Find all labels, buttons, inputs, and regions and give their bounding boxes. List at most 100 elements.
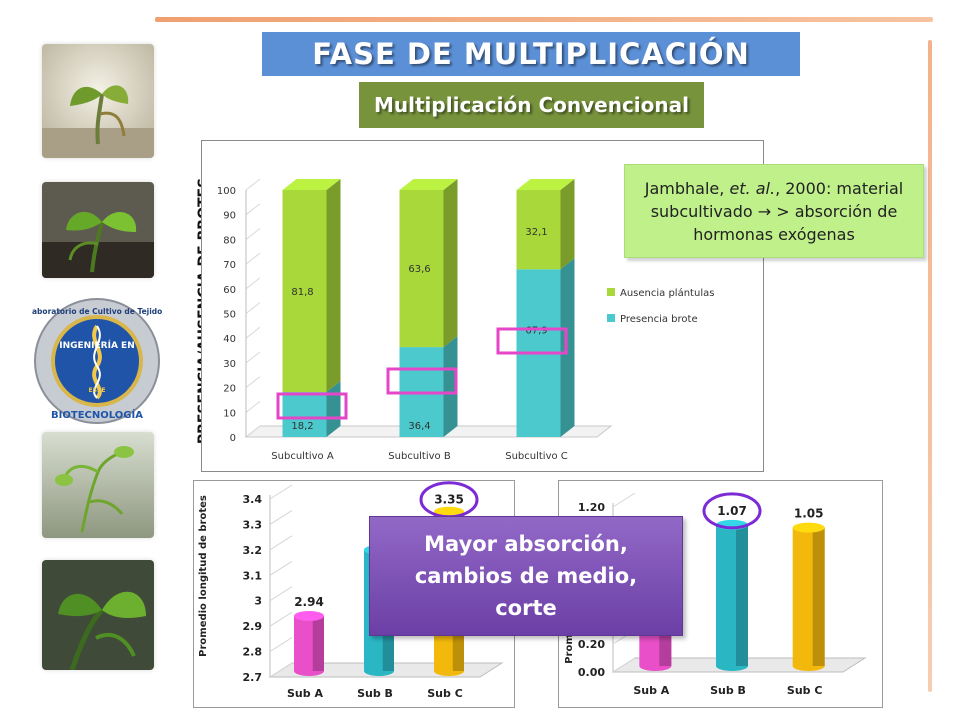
overlay-line-2: cambios de medio, [414,564,638,588]
logo-badge-text: ESPE [89,387,106,394]
y-axis-label: Prom [564,634,575,664]
main-stacked-bar-chart: 0 10 20 30 40 50 60 70 80 90 100 18,2 81,8 Subcultivo… [217,178,714,462]
highlight-box [496,327,568,355]
bar-ausencia [399,190,444,348]
bar-top [399,179,458,190]
plant-photo-1 [42,44,154,158]
gridline-side [245,252,261,265]
y-tick-label: 90 [223,211,236,222]
gridline-side [269,611,293,627]
gridline-side [245,400,261,413]
callout-line3: hormonas exógenas [693,224,855,244]
gridline-side [269,637,293,652]
laboratory-logo: Laboratorio de Cultivo de Tejidos INGENI… [27,296,167,426]
gridline-side [269,484,293,500]
y-tick-label: 2.9 [243,620,263,633]
bar-presencia [282,392,327,437]
legend-label: Ausencia plántulas [620,287,714,299]
bar-side [560,179,575,270]
y-tick-label: 3.1 [243,569,263,582]
gridline-side [245,228,261,240]
bar-side [443,336,458,437]
gridline-side [245,302,261,314]
gridline-side [245,351,261,364]
gridline-side [245,425,261,438]
y-tick-label: 1.20 [578,501,605,514]
gridline-side [269,510,293,525]
page-title: FASE DE MULTIPLICACIÓN [262,32,800,76]
x-tick-label: Sub B [710,684,746,697]
x-tick-label: Sub B [357,687,393,700]
x-tick-label: Sub C [787,684,823,697]
x-tick-label: Subcultivo B [388,451,451,462]
y-axis-label: Promedio longitud de brotes [198,495,209,657]
y-tick-label: 3.2 [243,544,263,557]
data-label: 63,6 [408,264,430,275]
cylinder-shade [736,524,748,666]
logo-center-text: INGENIERÍA EN [59,339,135,351]
logo-bottom-text: BIOTECNOLOGÍA [51,408,143,421]
highlight-box [386,367,458,395]
conclusion-overlay: Mayor absorción, cambios de medio, corte [369,516,683,636]
gridline-side [269,662,293,678]
data-label: 1.07 [717,504,747,518]
top-divider-line [155,17,933,22]
x-tick-label: Sub C [427,687,463,700]
legend-label: Presencia brote [620,314,698,325]
data-label: 1.05 [794,507,824,521]
callout-line1-rest: , 2000: material [775,178,904,198]
y-tick-label: 40 [223,334,236,345]
highlight-circle [702,492,762,530]
y-tick-label: 0 [230,433,236,444]
y-tick-label: 0.20 [578,638,605,651]
callout-author: Jambhale, [644,178,730,198]
right-divider-line [928,40,932,692]
logo-top-text: Laboratorio de Cultivo de Tejidos [32,307,162,316]
plant-photo-3 [42,432,154,538]
data-label: 81,8 [291,287,313,298]
data-label: 36,4 [408,421,430,432]
y-tick-label: 2.8 [243,646,263,659]
overlay-line-1: Mayor absorción, [424,532,628,556]
page-subtitle: Multiplicación Convencional [359,82,704,128]
gridline-side [269,535,293,551]
legend-swatch [607,288,615,296]
callout-etal: et. al. [729,178,776,198]
gridline-side [245,376,261,388]
gridline-side [245,277,261,290]
cylinder-shade [812,527,825,666]
y-tick-label: 2.7 [243,671,263,684]
bar-side [326,179,341,393]
cylinder-shade [312,615,324,671]
data-label: 67,9 [525,325,547,336]
x-tick-label: Subcultivo A [271,451,334,462]
x-tick-label: Subcultivo C [505,451,568,462]
x-tick-label: Sub A [633,684,669,697]
x-tick-label: Sub A [287,687,323,700]
y-tick-label: 3 [254,595,262,608]
callout-line2b: > absorción de [771,201,898,221]
y-tick-label: 30 [223,359,236,370]
gridline-side [612,657,636,673]
bar-top [516,179,575,190]
y-tick-label: 10 [223,408,236,419]
gridline-side [245,203,261,216]
bar-top [282,179,341,190]
y-tick-label: 3.4 [243,493,263,506]
y-tick-label: 60 [223,285,236,296]
data-label: 2.94 [294,595,324,609]
bar-ausencia [516,190,561,270]
highlight-box [276,392,348,420]
bar-side [443,179,458,348]
citation-callout: Jambhale, et. al., 2000: material subcul… [624,164,924,258]
gridline-side [269,560,293,576]
y-tick-label: 20 [223,384,236,395]
data-label: 18,2 [291,421,313,432]
cylinder-top [792,522,825,533]
cylinder-top [434,506,464,517]
callout-line2: subcultivado [650,201,758,221]
y-tick-label: 50 [223,310,236,321]
gridline-side [269,586,293,602]
y-tick-label: 3.3 [243,518,263,531]
plant-photo-2 [42,182,154,278]
